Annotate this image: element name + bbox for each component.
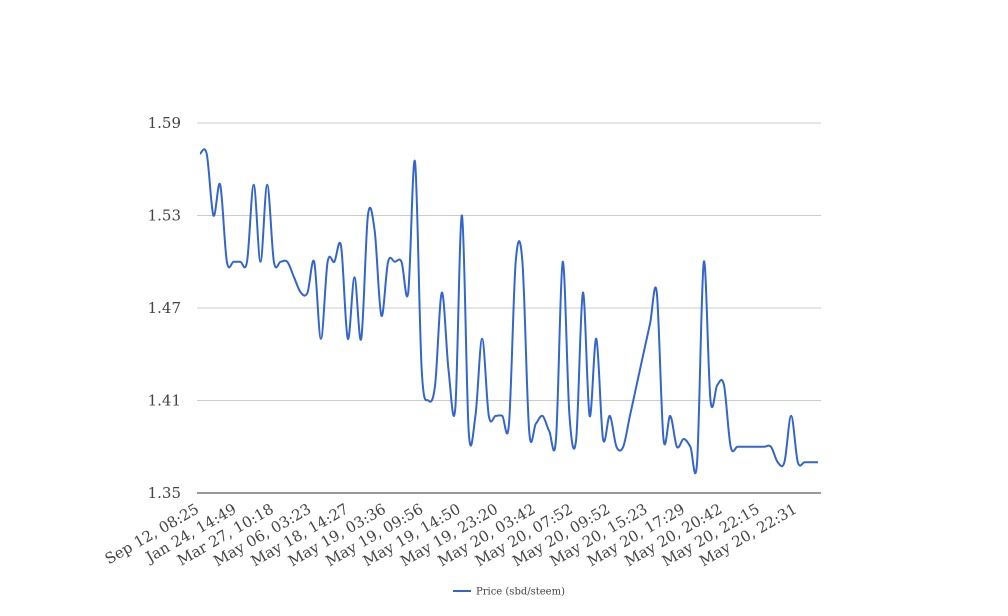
y-tick-label: 1.47 bbox=[148, 299, 181, 317]
legend[interactable]: Price (sbd/steem) bbox=[453, 587, 565, 598]
y-tick-label: 1.53 bbox=[148, 207, 181, 225]
y-tick-label: 1.41 bbox=[148, 392, 181, 410]
legend-label: Price (sbd/steem) bbox=[476, 587, 565, 598]
series-layer bbox=[199, 148, 818, 475]
series-line-price[interactable] bbox=[199, 148, 818, 475]
y-tick-label: 1.35 bbox=[148, 484, 181, 502]
grid-lines bbox=[197, 122, 821, 494]
y-axis-labels: 1.35 1.41 1.47 1.53 1.59 bbox=[148, 114, 181, 502]
y-tick-label: 1.59 bbox=[148, 114, 181, 132]
